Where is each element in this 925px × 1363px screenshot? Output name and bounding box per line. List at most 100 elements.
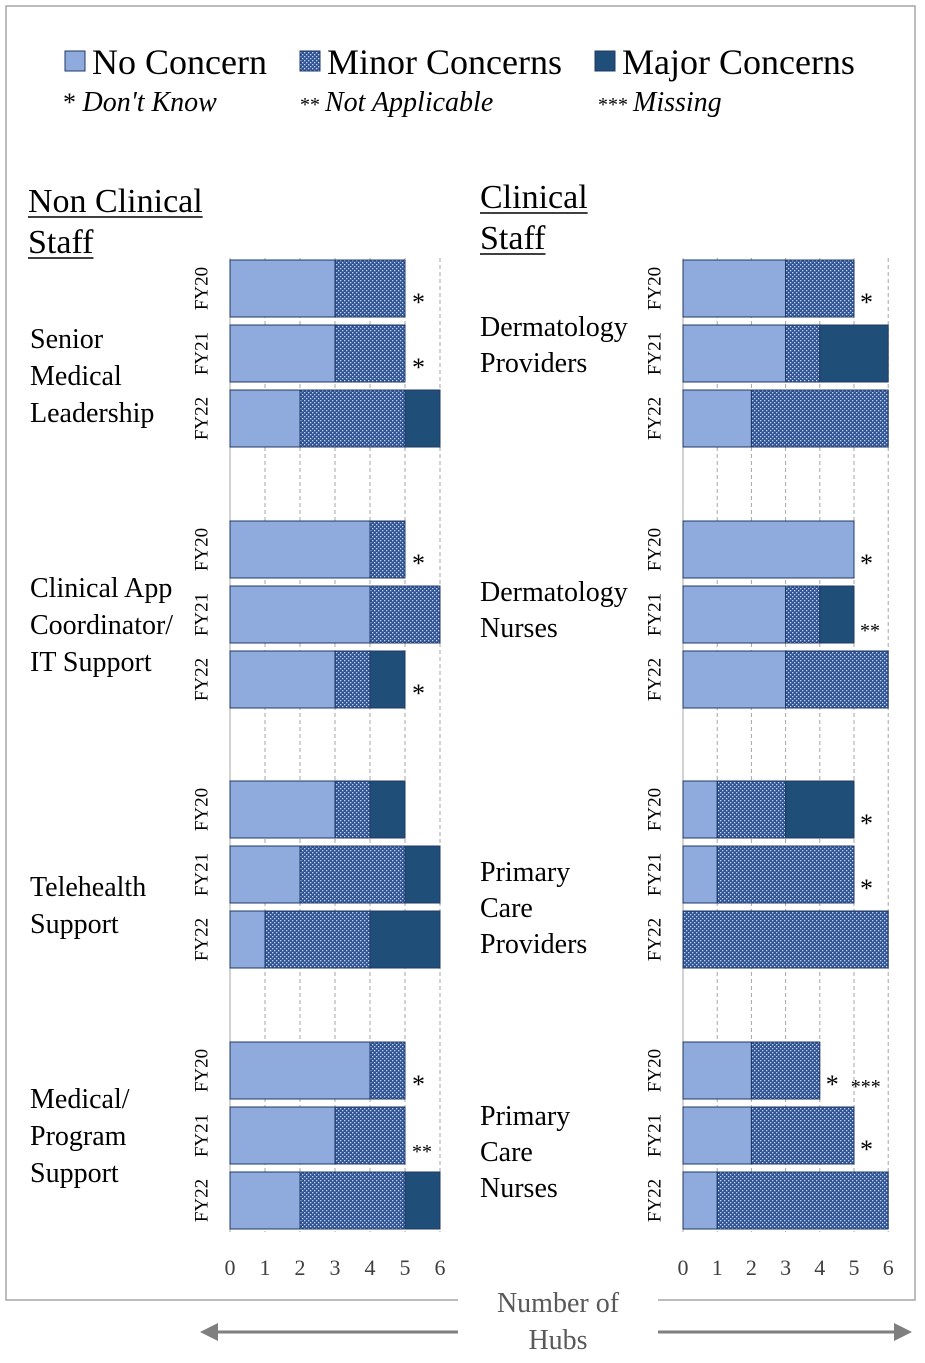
- year-label: FY21: [191, 853, 212, 896]
- group-primary-care-providers: Primary Care Providers FY20 * FY21 * FY22: [480, 780, 889, 969]
- tick-label: 0: [678, 1255, 689, 1280]
- bar-segment-no: [229, 259, 336, 318]
- bar-segment-major: [404, 1171, 441, 1230]
- bar-segment-no: [229, 389, 301, 448]
- bar-row-fy20: FY20 *: [191, 1041, 425, 1100]
- year-label: FY20: [644, 528, 665, 571]
- tick-label: 6: [435, 1255, 446, 1280]
- panel-title: Clinical Staff: [480, 179, 588, 257]
- note-marker: **: [860, 620, 880, 642]
- direction-arrows: [200, 1323, 912, 1341]
- bar-segment-minor: [716, 845, 855, 904]
- group-senior-medical-leadership: Senior Medical Leadership FY20 * FY21 * FY22: [30, 259, 441, 448]
- year-label: FY20: [191, 267, 212, 310]
- bar-segment-minor: [264, 910, 371, 969]
- year-label: FY20: [644, 267, 665, 310]
- bar-segment-minor: [785, 650, 889, 709]
- year-label: FY21: [191, 332, 212, 375]
- note-symbol: *: [860, 874, 873, 903]
- bar-row-fy21: FY21 *: [644, 845, 873, 904]
- bar-segment-no: [229, 324, 336, 383]
- tick-label: 2: [746, 1255, 757, 1280]
- year-label: FY22: [644, 918, 665, 961]
- bar-segment-minor: [299, 845, 406, 904]
- bar-row-fy22: FY22: [191, 910, 441, 969]
- legend-swatch-major: [594, 50, 616, 72]
- year-label: FY21: [191, 1114, 212, 1157]
- bar-segment-minor: [299, 389, 406, 448]
- note-symbol: *: [412, 679, 425, 708]
- note-symbol: *: [412, 549, 425, 578]
- year-label: FY22: [644, 658, 665, 701]
- bar-segment-minor: [369, 520, 406, 579]
- bar-row-fy22: FY22: [644, 1171, 889, 1230]
- bar-segment-minor: [716, 780, 787, 839]
- note-symbol: *: [412, 288, 425, 317]
- bar-segment-minor: [682, 910, 889, 969]
- bar-segment-minor: [750, 1106, 855, 1165]
- category-label: Nurses: [480, 613, 558, 644]
- year-label: FY20: [191, 528, 212, 571]
- year-label: FY22: [191, 918, 212, 961]
- x-axis-title-line: Hubs: [528, 1325, 587, 1356]
- bar-segment-minor: [334, 780, 371, 839]
- note-marker: *: [860, 549, 873, 578]
- year-label: FY21: [644, 332, 665, 375]
- year-label: FY20: [191, 788, 212, 831]
- bar-segment-no: [682, 845, 718, 904]
- note-symbol: *: [412, 353, 425, 382]
- bar-segment-major: [369, 910, 441, 969]
- group-dermatology-nurses: Dermatology Nurses FY20 * FY21 ** FY22: [480, 520, 889, 709]
- bar-segment-minor: [369, 1041, 406, 1100]
- category-label: Program: [30, 1121, 127, 1152]
- note-symbol: *: [860, 288, 873, 317]
- category-label: Providers: [480, 929, 587, 960]
- group-dermatology-providers: Dermatology Providers FY20 * FY21 FY22: [480, 259, 889, 448]
- bar-row-fy22: FY22 *: [191, 650, 425, 709]
- legend-note-label: Missing: [632, 87, 722, 118]
- note-marker: *: [860, 1135, 873, 1164]
- bar-row-fy20: FY20 *: [191, 520, 425, 579]
- note-marker: *: [860, 809, 873, 838]
- bar-row-fy20: FY20: [191, 780, 406, 839]
- bar-row-fy22: FY22: [191, 1171, 441, 1230]
- year-label: FY22: [191, 397, 212, 440]
- bar-row-fy21: FY21: [191, 585, 441, 644]
- note-symbol: ***: [851, 1076, 881, 1098]
- bar-segment-no: [229, 780, 336, 839]
- year-label: FY21: [644, 1114, 665, 1157]
- bar-segment-minor: [334, 650, 371, 709]
- note-marker: *: [412, 288, 425, 317]
- bar-segment-no: [682, 520, 855, 579]
- x-axis-title-line: Number of: [497, 1288, 620, 1319]
- bar-segment-minor: [785, 324, 821, 383]
- right-arrow-icon: [894, 1323, 912, 1341]
- bar-segment-minor: [716, 1171, 889, 1230]
- category-label: Dermatology: [480, 577, 628, 608]
- category-label: Leadership: [30, 398, 154, 429]
- bar-segment-no: [682, 780, 718, 839]
- panel-non-clinical: Non Clinical Staff Senior Medical Leadership…: [28, 183, 446, 1280]
- bar-segment-no: [682, 1106, 752, 1165]
- bar-segment-minor: [299, 1171, 406, 1230]
- category-label: Senior: [30, 324, 104, 355]
- bar-segment-major: [819, 324, 889, 383]
- bar-segment-no: [229, 845, 301, 904]
- year-label: FY21: [644, 853, 665, 896]
- bar-row-fy20: FY20 *: [644, 520, 873, 579]
- bar-row-fy22: FY22: [644, 389, 889, 448]
- category-label: Support: [30, 909, 119, 940]
- category-label: Coordinator/: [30, 610, 173, 641]
- legend-swatch-no: [64, 50, 86, 72]
- note-marker: *: [412, 1070, 425, 1099]
- bar-row-fy22: FY22: [644, 910, 889, 969]
- year-label: FY21: [644, 593, 665, 636]
- bar-row-fy20: FY20 *: [644, 259, 873, 318]
- bar-segment-no: [229, 910, 266, 969]
- note-symbol: *: [826, 1070, 839, 1099]
- bar-segment-no: [682, 650, 787, 709]
